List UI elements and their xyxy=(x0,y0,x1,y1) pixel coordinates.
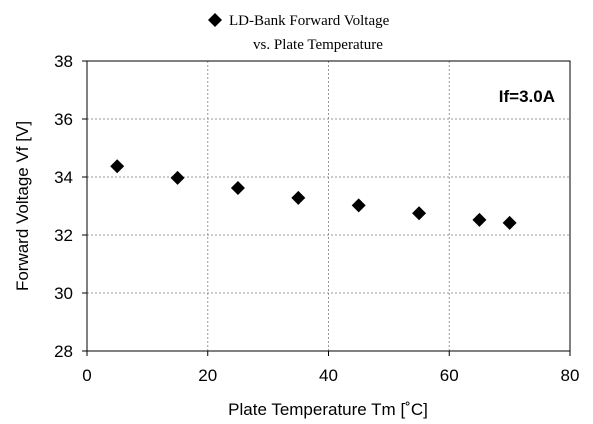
data-point-diamond xyxy=(502,215,517,230)
x-tick-label: 0 xyxy=(82,366,91,385)
data-point-diamond xyxy=(110,159,125,174)
x-axis-label: Plate Temperature Tm [˚C] xyxy=(228,400,428,419)
x-tick-label: 20 xyxy=(198,366,217,385)
legend-text-line1: LD-Bank Forward Voltage xyxy=(229,13,390,29)
legend: LD-Bank Forward Voltage vs. Plate Temper… xyxy=(208,13,390,53)
axis-ticks: 0 20 40 60 80 28 30 32 34 36 38 xyxy=(54,52,579,385)
y-tick-label: 36 xyxy=(54,110,73,129)
x-tick-label: 60 xyxy=(440,366,459,385)
y-tick-label: 38 xyxy=(54,52,73,71)
data-point-diamond xyxy=(472,212,487,227)
grid xyxy=(87,61,570,351)
legend-text-line2: vs. Plate Temperature xyxy=(253,37,383,53)
data-point-diamond xyxy=(412,206,427,221)
y-axis-label: Forward Voltage Vf [V] xyxy=(13,121,32,291)
data-point-diamond xyxy=(291,190,306,205)
y-tick-label: 28 xyxy=(54,342,73,361)
data-point-diamond xyxy=(230,181,245,196)
x-tick-label: 80 xyxy=(561,366,580,385)
x-tick-label: 40 xyxy=(319,366,338,385)
y-tick-label: 30 xyxy=(54,284,73,303)
y-tick-label: 32 xyxy=(54,226,73,245)
legend-marker-diamond-icon xyxy=(208,13,222,27)
data-point-diamond xyxy=(351,198,366,213)
data-point-diamond xyxy=(170,170,185,185)
data-points xyxy=(110,159,517,230)
annotation-current: If=3.0A xyxy=(499,87,555,106)
y-tick-label: 34 xyxy=(54,168,73,187)
